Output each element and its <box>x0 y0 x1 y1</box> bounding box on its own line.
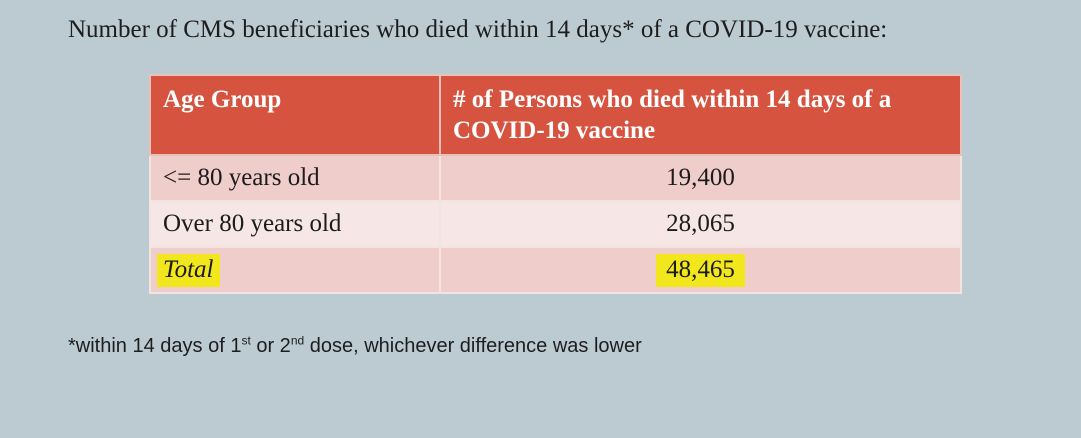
table-row: Over 80 years old 28,065 <box>149 200 962 248</box>
table-row: <= 80 years old 19,400 <box>149 154 962 202</box>
age-group-cell: Over 80 years old <box>149 200 441 248</box>
table-header-row: Age Group # of Persons who died within 1… <box>149 74 962 156</box>
total-label-cell: Total <box>149 246 441 294</box>
footnote: *within 14 days of 1st or 2nd dose, whic… <box>68 333 642 358</box>
persons-cell: 19,400 <box>439 154 962 202</box>
total-row: Total 48,465 <box>149 246 962 294</box>
footnote-text-1: *within 14 days of 1 <box>68 335 242 357</box>
age-group-cell: <= 80 years old <box>149 154 441 202</box>
page-title: Number of CMS beneficiaries who died wit… <box>68 16 888 43</box>
total-value: 48,465 <box>656 254 745 287</box>
footnote-text-3: dose, whichever difference was lower <box>304 335 642 357</box>
column-header-persons: # of Persons who died within 14 days of … <box>439 74 962 156</box>
total-value-cell: 48,465 <box>439 246 962 294</box>
data-table: Age Group # of Persons who died within 1… <box>149 74 962 294</box>
footnote-sup-1: st <box>241 333 251 348</box>
total-label: Total <box>157 254 220 287</box>
footnote-sup-2: nd <box>290 333 305 348</box>
column-header-age-group: Age Group <box>149 74 441 156</box>
persons-cell: 28,065 <box>439 200 962 248</box>
footnote-text-2: or 2 <box>250 335 291 357</box>
